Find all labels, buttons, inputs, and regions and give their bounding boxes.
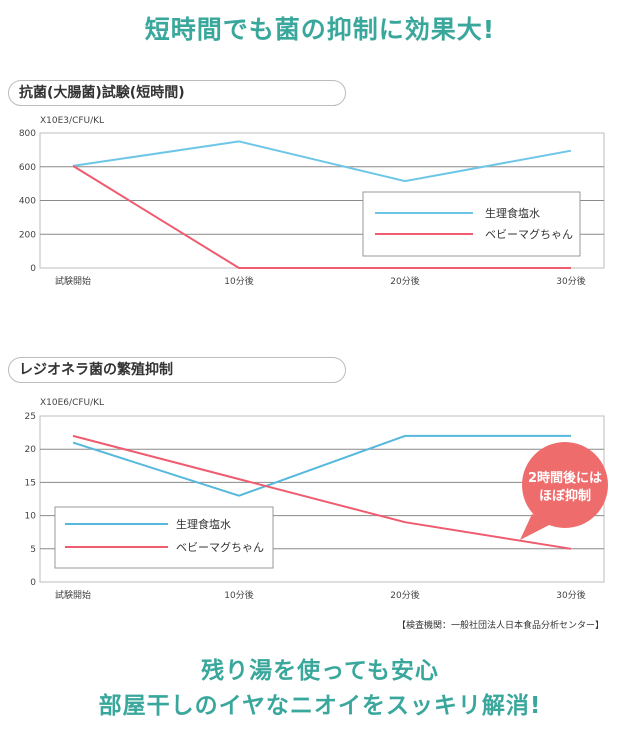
- chart-2-legend: 生理食塩水 ベビーマグちゃん: [54, 506, 274, 569]
- chart-1-series-saline-line: [72, 140, 572, 183]
- chart-1-xtick-label: 試験開始: [55, 275, 91, 287]
- chart-2-xtick-label: 20分後: [390, 589, 419, 601]
- chart-1-ytick-label: 600: [19, 163, 36, 173]
- chart-1-legend-box: [362, 191, 581, 257]
- chart-1-series-product-line: [72, 165, 571, 269]
- chart-1-xtick-label: 30分後: [556, 275, 585, 287]
- chart-2-ytick-label: 0: [30, 578, 36, 588]
- chart-2-legend-box: [54, 506, 274, 569]
- chart-1-legend: 生理食塩水 ベビーマグちゃん: [362, 191, 581, 257]
- chart-1-xtick-label: 10分後: [224, 275, 253, 287]
- bubble-text-line1: 2時間後には: [528, 470, 602, 486]
- chart-2-ytick-label: 15: [25, 478, 36, 488]
- chart-1-ytick-label: 800: [19, 129, 36, 139]
- chart-1-xtick-label: 20分後: [390, 275, 419, 287]
- chart-2-annotation-bubble: 2時間後には ほぼ抑制: [520, 442, 608, 540]
- chart-2-series-product-line: [72, 434, 572, 550]
- chart-2-xtick-label: 試験開始: [55, 589, 91, 601]
- chart-2-unit-label: X10E6/CFU/KL: [40, 398, 104, 408]
- chart-2-ytick-label: 20: [25, 445, 37, 455]
- chart-1-legend-label-product: ベビーマグちゃん: [485, 227, 573, 241]
- chart-2-xtick-label: 10分後: [224, 589, 253, 601]
- chart-2-title: レジオネラ菌の繁殖抑制: [8, 357, 346, 383]
- bubble-circle-shape: [522, 442, 608, 528]
- chart-1-ytick-label: 200: [19, 230, 36, 240]
- chart-1-unit-label: X10E3/CFU/KL: [40, 116, 104, 126]
- chart-1-ytick-label: 0: [30, 264, 36, 274]
- bubble-text-line2: ほぼ抑制: [539, 488, 591, 504]
- chart-2-ytick-label: 10: [25, 512, 37, 522]
- chart-2-legend-label-saline: 生理食塩水: [176, 517, 231, 531]
- chart-1-legend-label-saline: 生理食塩水: [485, 206, 540, 220]
- chart-1-title: 抗菌(大腸菌)試験(短時間): [8, 80, 346, 106]
- source-note: 【検査機関：一般社団法人日本食品分析センター】: [396, 621, 604, 631]
- chart-2-series-saline-line: [72, 434, 571, 497]
- chart-2-ytick-label: 5: [30, 545, 36, 555]
- chart-2-ytick-label: 25: [25, 412, 36, 422]
- footer-line-1: 残り湯を使っても安心: [201, 658, 439, 684]
- chart-2-xtick-label: 30分後: [556, 589, 585, 601]
- page-headline: 短時間でも菌の抑制に効果大!: [144, 15, 496, 44]
- chart-2-legend-label-product: ベビーマグちゃん: [176, 540, 264, 554]
- footer-line-2: 部屋干しのイヤなニオイをスッキリ解消!: [98, 693, 542, 719]
- chart-1-ytick-label: 400: [19, 197, 36, 207]
